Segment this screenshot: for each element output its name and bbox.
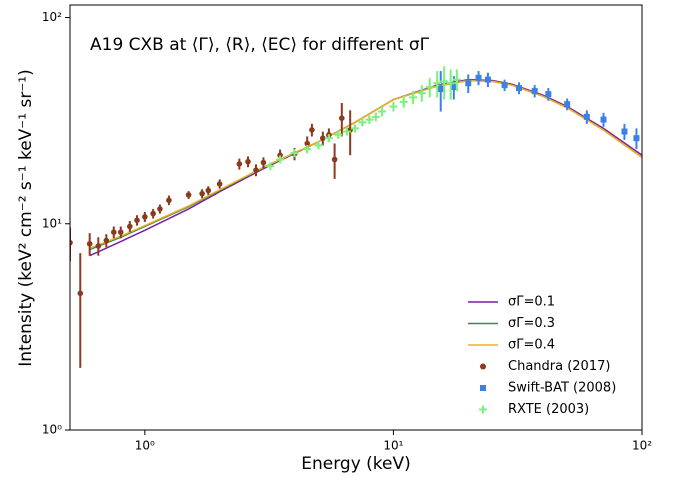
point	[276, 155, 285, 164]
point	[484, 76, 491, 83]
point	[450, 84, 457, 91]
point	[303, 145, 312, 154]
point	[621, 128, 628, 135]
point	[245, 158, 251, 165]
point	[399, 97, 408, 106]
point	[515, 85, 522, 92]
legend-label: σΓ=0.3	[508, 316, 555, 331]
point	[564, 101, 571, 108]
point	[216, 181, 223, 187]
x-tick-label: 10¹	[383, 439, 403, 453]
legend-label: RXTE (2003)	[508, 402, 589, 417]
point	[433, 79, 442, 88]
plot-frame	[69, 4, 643, 431]
point	[452, 75, 461, 84]
point	[378, 107, 387, 116]
chart-title: A19 CXB at ⟨Γ⟩, ⟨R⟩, ⟨EC⟩ for different …	[90, 35, 430, 55]
point	[446, 79, 455, 88]
point	[199, 190, 205, 197]
point	[205, 187, 212, 194]
point	[290, 149, 299, 158]
point	[371, 112, 380, 121]
point	[417, 89, 426, 98]
point	[126, 223, 133, 230]
point	[531, 88, 538, 95]
point	[465, 80, 472, 87]
point	[142, 214, 148, 220]
point	[475, 74, 482, 81]
point	[150, 210, 156, 217]
point	[342, 127, 351, 136]
point	[236, 161, 243, 167]
y-tick-label: 10¹	[42, 216, 62, 230]
point	[425, 83, 434, 92]
legend-label: σΓ=0.4	[508, 338, 555, 353]
point	[440, 77, 449, 86]
point	[117, 229, 124, 236]
point	[324, 134, 333, 143]
point	[166, 197, 172, 204]
point	[331, 156, 338, 163]
y-tick-label: 10⁰	[42, 423, 62, 437]
legend-swatch	[480, 385, 486, 391]
point	[339, 115, 345, 121]
point	[365, 115, 374, 124]
point	[437, 86, 444, 93]
point	[103, 237, 110, 244]
point	[134, 217, 140, 224]
point	[70, 239, 73, 246]
point	[309, 127, 315, 133]
point	[350, 124, 359, 133]
point	[266, 162, 275, 171]
x-tick-label: 10⁰	[135, 439, 155, 453]
point	[157, 206, 163, 212]
point	[501, 82, 508, 89]
point	[304, 140, 311, 147]
point	[95, 243, 102, 249]
legend-swatch	[479, 405, 487, 414]
point	[389, 102, 398, 111]
plot-area	[70, 66, 642, 368]
point	[583, 113, 590, 120]
point	[77, 290, 84, 297]
point	[633, 135, 640, 142]
point	[334, 130, 343, 139]
point	[314, 141, 323, 150]
point	[110, 229, 117, 236]
legend-label: σΓ=0.1	[508, 295, 555, 310]
legend-swatch	[480, 363, 486, 370]
point	[358, 118, 367, 127]
point	[277, 152, 283, 158]
point	[600, 116, 607, 123]
legend-label: Swift-BAT (2008)	[508, 381, 616, 396]
legend-label: Chandra (2017)	[508, 359, 610, 374]
point	[545, 91, 552, 98]
point	[409, 93, 418, 102]
x-tick-label: 10²	[632, 439, 652, 453]
point	[86, 240, 93, 247]
point	[185, 192, 192, 198]
y-axis-label: Intensity (keV² cm⁻² s⁻¹ keV⁻¹ sr⁻¹)	[16, 69, 36, 367]
point	[320, 135, 326, 141]
y-tick-label: 10²	[42, 10, 62, 24]
point	[260, 159, 267, 166]
x-axis-label: Energy (keV)	[301, 454, 411, 474]
point	[253, 167, 259, 173]
model-line	[89, 79, 642, 250]
